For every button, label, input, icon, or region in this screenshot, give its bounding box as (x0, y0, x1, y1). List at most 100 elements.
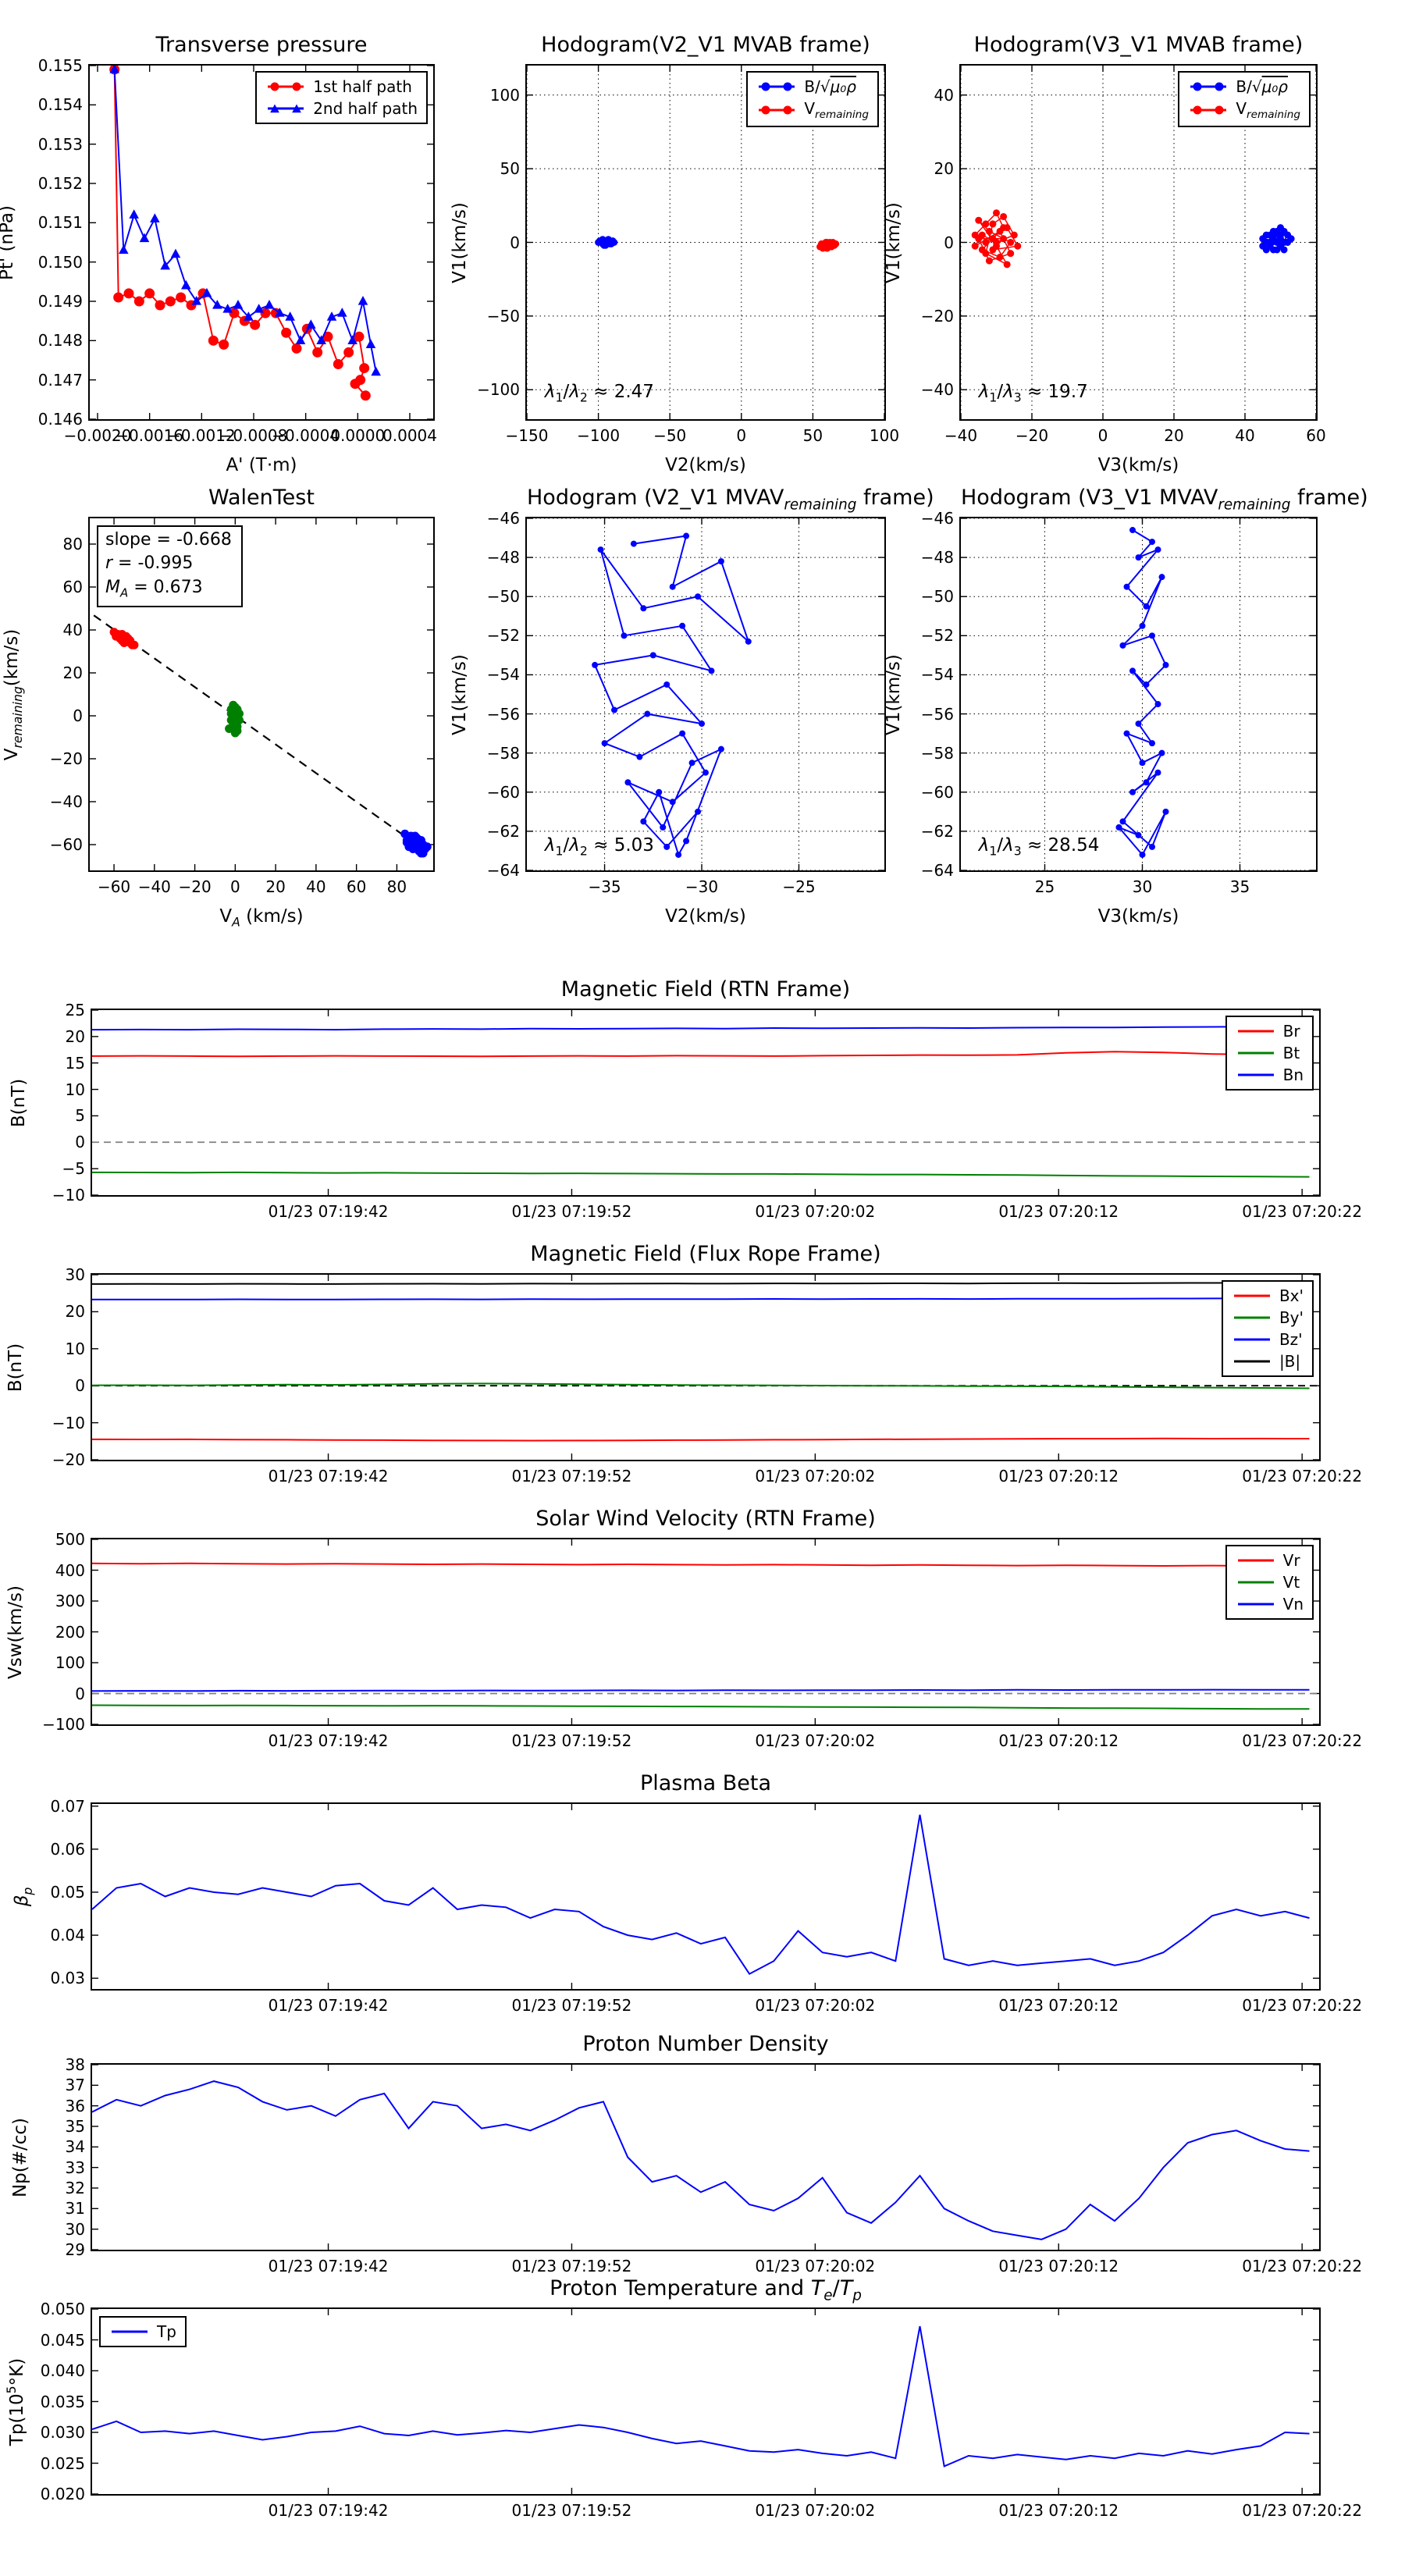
x-tick-label: −0.0020 (63, 426, 132, 445)
data-point (601, 740, 608, 747)
data-point (1135, 554, 1142, 561)
series-Bn (92, 1026, 1310, 1031)
y-axis-label: V1(km/s) (884, 653, 904, 735)
text-run: V (1236, 99, 1247, 118)
legend-item: Br (1236, 1022, 1304, 1041)
y-tick-label: 0.050 (40, 2300, 85, 2318)
y-axis-label: Np(#/cc) (10, 2117, 30, 2197)
y-tick-label: −60 (920, 782, 954, 802)
y-tick-label: 35 (65, 2117, 85, 2136)
legend-line-sample (1190, 105, 1227, 115)
x-tick-label: 01/23 07:19:52 (511, 1731, 632, 1750)
x-tick-label: 01/23 07:19:42 (268, 2257, 389, 2275)
text-run: μ₀ρ (830, 77, 856, 96)
x-tick-label: −40 (137, 877, 171, 896)
x-tick-label: −20 (178, 877, 212, 896)
y-tick-label: 32 (65, 2179, 85, 2197)
y-tick-label: 30 (65, 2219, 85, 2239)
data-point (126, 636, 135, 646)
y-tick-label: 20 (65, 1026, 85, 1046)
stats-line: r = -0.995 (105, 552, 232, 575)
legend-label: Vt (1282, 1573, 1300, 1592)
x-tick-label: −150 (505, 426, 549, 445)
data-point (170, 248, 181, 258)
text-run: λ (544, 834, 556, 856)
data-point (1158, 574, 1165, 581)
x-tick-label: 0 (736, 426, 747, 445)
x-tick-label: −0.0016 (116, 426, 184, 445)
data-point (1259, 242, 1267, 250)
y-tick-label: 500 (55, 1530, 85, 1549)
y-tick-label: 40 (62, 621, 83, 639)
plot-hodogram-v2-v1-mvav: −35 −30 −25 −46 −48 −50 −52 −54 −56 −58 −60 −62 −64 H… (450, 486, 934, 927)
legend-line-sample (1237, 1581, 1274, 1584)
y-tick-label: 0.153 (37, 134, 83, 154)
series-Bx-prime (92, 1437, 1310, 1442)
chart-title: WalenTest (208, 486, 315, 510)
text-run: λ (1003, 834, 1014, 856)
data-point (229, 717, 238, 727)
data-point (109, 628, 119, 637)
y-tick-label: 31 (65, 2199, 85, 2218)
chart-title: Hodogram (V2_V1 MVAVremaining frame) (527, 486, 934, 513)
legend-item: Vn (1236, 1595, 1304, 1614)
text-run: λ (569, 834, 580, 856)
data-point (350, 379, 361, 390)
x-tick-label: 60 (346, 877, 367, 896)
x-tick-label: 01/23 07:20:02 (755, 2257, 876, 2275)
chart-title: Plasma Beta (639, 1771, 772, 1795)
x-tick-label: 01/23 07:19:42 (268, 1202, 389, 1221)
x-tick-label: 30 (1132, 877, 1153, 896)
x-axis-label: VA (km/s) (90, 906, 433, 930)
text-run: 3 (1013, 390, 1022, 406)
text-run: / (563, 834, 570, 856)
text-run: remaining (1247, 109, 1300, 121)
data-point (1123, 583, 1130, 590)
text-run: T (810, 2276, 824, 2300)
data-point (1284, 239, 1292, 246)
data-point (422, 842, 432, 852)
legend-label: Tp (157, 2322, 176, 2341)
data-point (592, 661, 599, 668)
y-tick-label: 300 (55, 1592, 85, 1610)
series-Vn (92, 1688, 1310, 1692)
data-point (708, 667, 715, 674)
chart-canvas (527, 66, 884, 419)
x-axis-label: V3(km/s) (1097, 906, 1179, 927)
text-run: Proton Temperature and (550, 2276, 811, 2300)
y-tick-label: −46 (920, 509, 954, 528)
series-fit-line (93, 614, 430, 855)
data-point (717, 745, 724, 753)
x-tick-label: 01/23 07:20:12 (998, 2501, 1119, 2520)
data-point (226, 709, 236, 718)
data-point (663, 681, 670, 688)
legend-item: 1st half path (265, 77, 418, 96)
y-tick-label: 38 (65, 2055, 85, 2074)
data-point (155, 300, 165, 311)
series-Vr (92, 1562, 1310, 1567)
data-point (133, 296, 144, 307)
data-point (414, 838, 424, 847)
y-tick-label: 33 (65, 2158, 85, 2177)
text-run: λ (544, 382, 556, 403)
y-tick-label: 400 (55, 1560, 85, 1580)
data-point (975, 235, 983, 243)
text-run: remaining (1218, 496, 1291, 514)
data-point (663, 843, 670, 850)
y-tick-label: 20 (62, 664, 83, 682)
legend: B/√μ₀ρ Vremaining (746, 71, 879, 127)
y-tick-label: 0.04 (50, 1926, 85, 1945)
legend-item: By' (1232, 1308, 1304, 1327)
y-tick-label: −40 (920, 380, 954, 400)
y-tick-label: 10 (65, 1080, 85, 1099)
stats-box: slope = -0.668 r = -0.995 MA = 0.673 (97, 525, 243, 607)
x-tick-label: 01/23 07:20:02 (755, 2501, 876, 2520)
x-tick-label: 0.0000 (330, 426, 386, 445)
text-run: remaining (9, 685, 25, 748)
y-tick-label: −52 (920, 626, 954, 646)
chart-title: Proton Number Density (582, 2032, 829, 2056)
y-tick-label: 0 (73, 706, 83, 725)
legend-label: Bz' (1279, 1330, 1303, 1349)
x-tick-label: 35 (1229, 877, 1250, 896)
y-tick-label: 60 (62, 578, 83, 596)
